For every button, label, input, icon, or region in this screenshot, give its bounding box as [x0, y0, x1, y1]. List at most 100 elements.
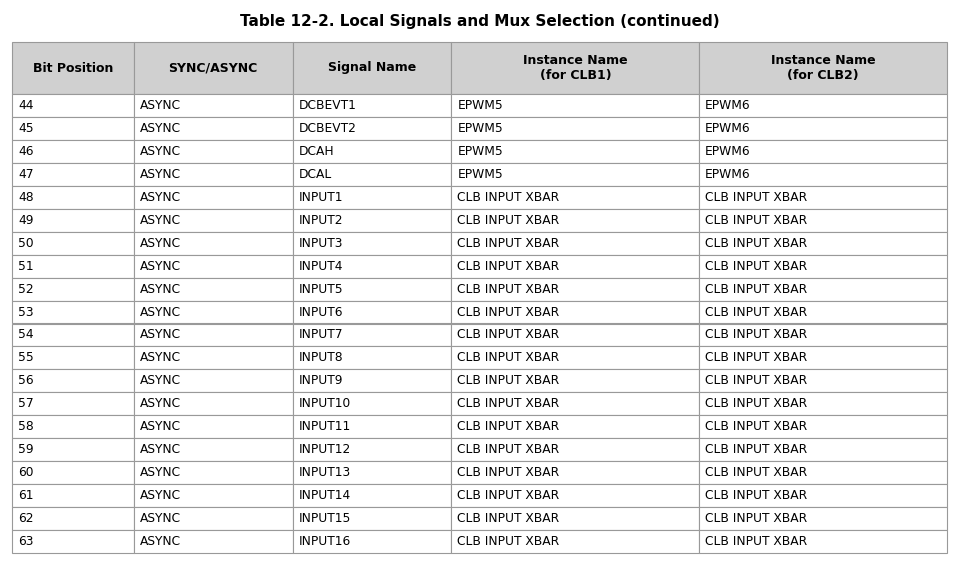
Text: CLB INPUT XBAR: CLB INPUT XBAR: [705, 374, 807, 387]
Bar: [699, 232, 947, 254]
Bar: [133, 484, 292, 507]
Bar: [133, 369, 292, 392]
Text: EPWM6: EPWM6: [705, 145, 751, 158]
Bar: [133, 507, 292, 530]
Bar: [699, 324, 947, 346]
Text: ASYNC: ASYNC: [140, 374, 180, 387]
Bar: [133, 278, 292, 301]
Bar: [292, 415, 452, 438]
Bar: [12, 415, 133, 438]
Bar: [699, 163, 947, 186]
Text: INPUT5: INPUT5: [298, 283, 343, 296]
Bar: [12, 324, 133, 346]
Bar: [452, 369, 699, 392]
Text: ASYNC: ASYNC: [140, 191, 180, 204]
Bar: [452, 484, 699, 507]
Bar: [699, 392, 947, 415]
Bar: [699, 186, 947, 209]
Bar: [12, 94, 133, 117]
Bar: [452, 186, 699, 209]
Bar: [133, 461, 292, 484]
Text: 44: 44: [18, 99, 34, 112]
Text: INPUT3: INPUT3: [298, 236, 343, 249]
Text: CLB INPUT XBAR: CLB INPUT XBAR: [457, 351, 559, 364]
Text: CLB INPUT XBAR: CLB INPUT XBAR: [705, 351, 807, 364]
Text: 60: 60: [18, 466, 34, 479]
Bar: [12, 369, 133, 392]
Bar: [452, 94, 699, 117]
Text: EPWM6: EPWM6: [705, 122, 751, 135]
Text: CLB INPUT XBAR: CLB INPUT XBAR: [457, 328, 559, 342]
Bar: [12, 507, 133, 530]
Bar: [12, 186, 133, 209]
Bar: [12, 140, 133, 163]
Bar: [292, 186, 452, 209]
Text: 58: 58: [18, 420, 34, 434]
Bar: [452, 209, 699, 232]
Bar: [699, 438, 947, 461]
Bar: [452, 415, 699, 438]
Bar: [699, 461, 947, 484]
Bar: [292, 163, 452, 186]
Text: DCBEVT1: DCBEVT1: [298, 99, 357, 112]
Text: ASYNC: ASYNC: [140, 512, 180, 525]
Text: 55: 55: [18, 351, 34, 364]
Bar: [699, 254, 947, 278]
Bar: [452, 278, 699, 301]
Text: ASYNC: ASYNC: [140, 168, 180, 181]
Bar: [699, 346, 947, 369]
Text: 61: 61: [18, 489, 34, 502]
Bar: [699, 484, 947, 507]
Text: INPUT10: INPUT10: [298, 397, 351, 410]
Text: CLB INPUT XBAR: CLB INPUT XBAR: [457, 260, 559, 272]
Bar: [452, 117, 699, 140]
Text: ASYNC: ASYNC: [140, 489, 180, 502]
Bar: [133, 301, 292, 324]
Bar: [12, 232, 133, 254]
Bar: [292, 301, 452, 324]
Bar: [12, 301, 133, 324]
Text: ASYNC: ASYNC: [140, 351, 180, 364]
Text: 45: 45: [18, 122, 34, 135]
Text: ASYNC: ASYNC: [140, 466, 180, 479]
Bar: [699, 140, 947, 163]
Bar: [133, 254, 292, 278]
Bar: [292, 346, 452, 369]
Bar: [699, 117, 947, 140]
Text: CLB INPUT XBAR: CLB INPUT XBAR: [457, 374, 559, 387]
Bar: [292, 42, 452, 94]
Text: ASYNC: ASYNC: [140, 122, 180, 135]
Text: 62: 62: [18, 512, 34, 525]
Bar: [452, 301, 699, 324]
Text: CLB INPUT XBAR: CLB INPUT XBAR: [705, 191, 807, 204]
Text: INPUT6: INPUT6: [298, 306, 343, 319]
Bar: [699, 209, 947, 232]
Bar: [452, 324, 699, 346]
Text: CLB INPUT XBAR: CLB INPUT XBAR: [705, 236, 807, 249]
Text: 49: 49: [18, 214, 34, 227]
Bar: [133, 42, 292, 94]
Text: CLB INPUT XBAR: CLB INPUT XBAR: [705, 328, 807, 342]
Bar: [133, 232, 292, 254]
Bar: [452, 42, 699, 94]
Text: EPWM5: EPWM5: [457, 99, 503, 112]
Text: CLB INPUT XBAR: CLB INPUT XBAR: [457, 283, 559, 296]
Bar: [12, 254, 133, 278]
Text: CLB INPUT XBAR: CLB INPUT XBAR: [457, 236, 559, 249]
Text: CLB INPUT XBAR: CLB INPUT XBAR: [457, 397, 559, 410]
Bar: [699, 530, 947, 553]
Bar: [133, 415, 292, 438]
Bar: [452, 392, 699, 415]
Bar: [699, 415, 947, 438]
Bar: [133, 209, 292, 232]
Text: INPUT11: INPUT11: [298, 420, 351, 434]
Text: EPWM5: EPWM5: [457, 168, 503, 181]
Text: CLB INPUT XBAR: CLB INPUT XBAR: [457, 306, 559, 319]
Text: INPUT9: INPUT9: [298, 374, 343, 387]
Bar: [133, 186, 292, 209]
Text: INPUT4: INPUT4: [298, 260, 343, 272]
Text: ASYNC: ASYNC: [140, 236, 180, 249]
Text: DCAH: DCAH: [298, 145, 334, 158]
Text: 47: 47: [18, 168, 34, 181]
Text: DCBEVT2: DCBEVT2: [298, 122, 357, 135]
